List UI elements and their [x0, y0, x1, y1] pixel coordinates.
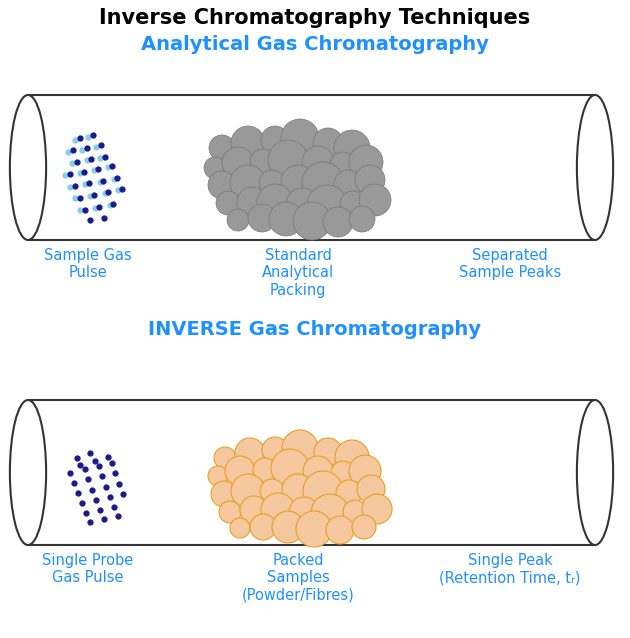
- Text: Standard
Analytical
Packing: Standard Analytical Packing: [262, 248, 334, 298]
- Circle shape: [269, 202, 303, 236]
- Circle shape: [222, 147, 254, 179]
- Circle shape: [334, 170, 362, 198]
- Circle shape: [237, 187, 267, 217]
- Circle shape: [326, 516, 354, 544]
- Circle shape: [219, 501, 241, 523]
- Text: Inverse Chromatography Techniques: Inverse Chromatography Techniques: [100, 8, 530, 28]
- Circle shape: [334, 130, 370, 166]
- Circle shape: [330, 152, 356, 178]
- Circle shape: [250, 514, 276, 540]
- Text: Packed
Samples
(Powder/Fibres): Packed Samples (Powder/Fibres): [242, 553, 354, 603]
- Circle shape: [250, 149, 276, 175]
- Text: Sample Gas
Pulse: Sample Gas Pulse: [44, 248, 132, 280]
- Circle shape: [235, 438, 265, 468]
- Circle shape: [289, 497, 319, 527]
- Circle shape: [260, 479, 284, 503]
- Circle shape: [227, 209, 249, 231]
- Circle shape: [286, 188, 318, 220]
- Ellipse shape: [577, 400, 613, 545]
- Circle shape: [282, 430, 318, 466]
- Text: INVERSE Gas Chromatography: INVERSE Gas Chromatography: [149, 320, 481, 339]
- Circle shape: [214, 447, 236, 469]
- Circle shape: [262, 437, 288, 463]
- Circle shape: [268, 140, 308, 180]
- Circle shape: [336, 480, 362, 506]
- Circle shape: [357, 475, 385, 503]
- Circle shape: [311, 494, 349, 532]
- Circle shape: [302, 162, 344, 204]
- Circle shape: [272, 511, 304, 543]
- Circle shape: [261, 493, 295, 527]
- Ellipse shape: [10, 95, 46, 240]
- Circle shape: [307, 185, 347, 225]
- Circle shape: [257, 184, 293, 220]
- Circle shape: [349, 206, 375, 232]
- Text: Analytical Gas Chromatography: Analytical Gas Chromatography: [141, 35, 489, 54]
- Circle shape: [216, 191, 240, 215]
- Circle shape: [208, 466, 228, 486]
- Text: Single Peak
(Retention Time, tᵣ): Single Peak (Retention Time, tᵣ): [439, 553, 581, 586]
- Circle shape: [313, 128, 343, 158]
- Circle shape: [362, 494, 392, 524]
- Circle shape: [271, 449, 309, 487]
- Circle shape: [281, 119, 319, 157]
- Bar: [28, 400, 595, 545]
- Circle shape: [208, 171, 236, 199]
- Circle shape: [355, 165, 385, 195]
- Circle shape: [349, 455, 381, 487]
- Circle shape: [323, 207, 353, 237]
- Circle shape: [352, 515, 376, 539]
- Circle shape: [230, 518, 250, 538]
- Circle shape: [231, 126, 265, 160]
- Circle shape: [225, 456, 255, 486]
- Circle shape: [231, 474, 265, 508]
- Ellipse shape: [577, 95, 613, 240]
- Circle shape: [359, 184, 391, 216]
- Circle shape: [204, 157, 226, 179]
- Circle shape: [296, 511, 332, 547]
- Circle shape: [349, 145, 383, 179]
- Text: Single Probe
Gas Pulse: Single Probe Gas Pulse: [42, 553, 134, 586]
- Circle shape: [281, 165, 315, 199]
- Ellipse shape: [10, 400, 46, 545]
- Circle shape: [340, 191, 366, 217]
- Circle shape: [293, 202, 331, 240]
- Circle shape: [343, 500, 367, 524]
- Circle shape: [209, 135, 235, 161]
- Circle shape: [303, 471, 343, 511]
- Circle shape: [253, 458, 277, 482]
- Circle shape: [314, 438, 342, 466]
- Circle shape: [282, 474, 314, 506]
- Circle shape: [302, 146, 334, 178]
- Bar: [28, 95, 595, 240]
- Text: Separated
Sample Peaks: Separated Sample Peaks: [459, 248, 561, 280]
- Circle shape: [230, 165, 266, 201]
- Circle shape: [303, 456, 333, 486]
- Circle shape: [261, 126, 289, 154]
- Circle shape: [211, 481, 237, 507]
- Circle shape: [240, 496, 268, 524]
- Circle shape: [259, 170, 285, 196]
- Circle shape: [248, 204, 276, 232]
- Circle shape: [335, 440, 369, 474]
- Circle shape: [331, 461, 355, 485]
